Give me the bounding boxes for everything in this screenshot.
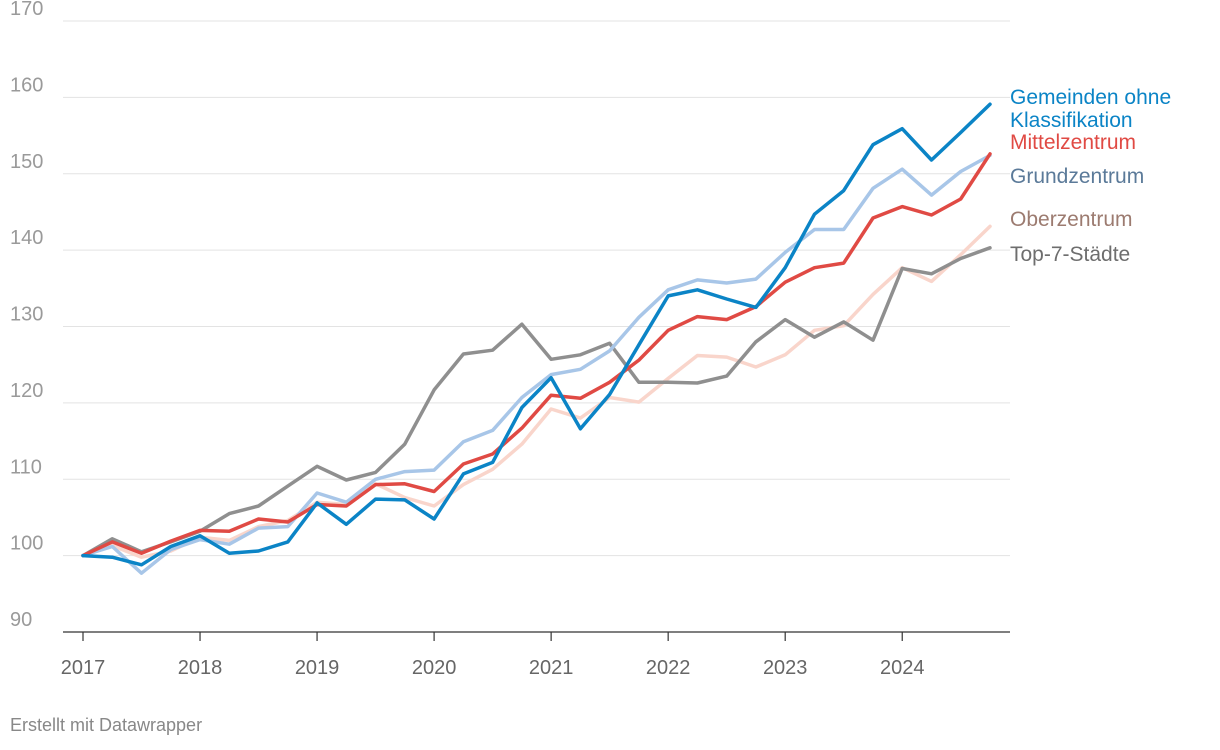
y-tick-label-100: 100 [10,533,43,555]
x-tick-label-2020: 2020 [412,657,457,679]
series-label-top-7-städte: Top-7-Städte [1010,243,1130,266]
series-labels: Oberzentrum Top-7-Städte Grundzentrum Mitte… [1010,86,1171,266]
series-label-oberzentrum: Oberzentrum [1010,208,1133,231]
y-tick-label-140: 140 [10,227,43,249]
y-tick-label-170: 170 [10,0,43,20]
credit-text: Erstellt mit Datawrapper [10,715,203,735]
series-line-oberzentrum [81,224,992,559]
y-tick-label-110: 110 [10,456,42,478]
series-lines [81,102,992,575]
gridlines [63,20,1010,633]
series-line-mittelzentrum [81,152,992,558]
y-tick-label-90: 90 [10,609,32,631]
axes: 90 100 110 120 130 140 150 160 170 2017 2018 2019 20… [10,0,924,679]
series-label-mittelzentrum: Mittelzentrum [1010,131,1136,154]
x-tick-label-2022: 2022 [646,657,691,679]
series-line-grundzentrum [81,153,992,575]
y-tick-label-150: 150 [10,151,43,173]
y-tick-label-120: 120 [10,380,43,402]
series-line-gemeinden-ohne-klassifikation [81,102,992,567]
x-tick-label-2019: 2019 [295,657,340,679]
x-tick-label-2017: 2017 [61,657,106,679]
series-label-grundzentrum: Grundzentrum [1010,165,1144,188]
y-tick-label-130: 130 [10,304,43,326]
x-tick-label-2024: 2024 [880,657,925,679]
x-tick-label-2021: 2021 [529,657,574,679]
y-tick-label-160: 160 [10,74,43,96]
series-line-top-7-städte [81,246,992,558]
x-tick-label-2023: 2023 [763,657,808,679]
x-tick-label-2018: 2018 [178,657,223,679]
series-label-gemeinden-ohne-klassifikation: Gemeinden ohne Klassifikation [1010,86,1171,132]
